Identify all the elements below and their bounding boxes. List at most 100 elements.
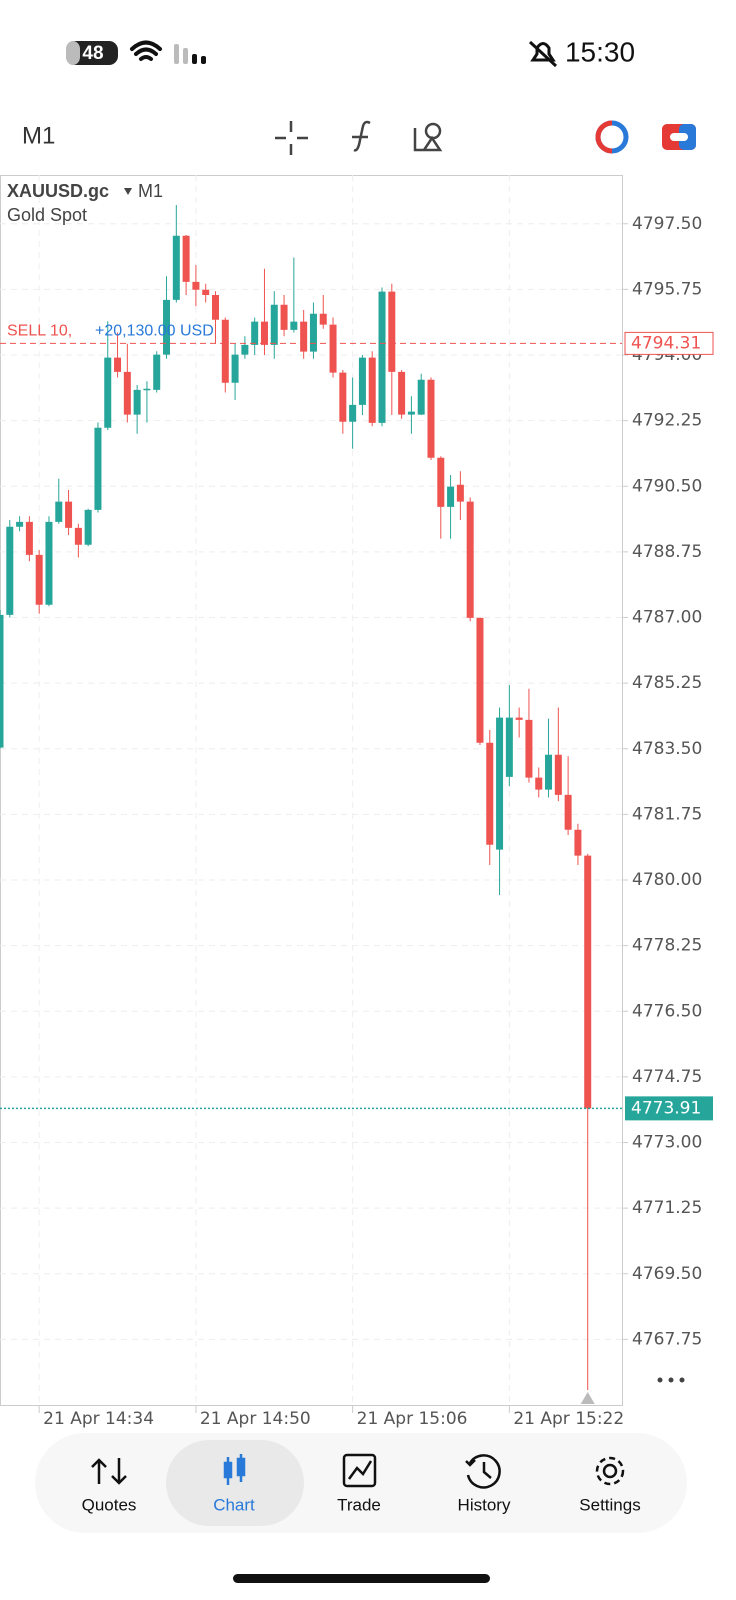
- candle-body: [231, 354, 239, 383]
- clock: 15:30: [565, 36, 635, 67]
- symbol[interactable]: XAUUSD.gc: [7, 181, 109, 201]
- candle-body: [574, 829, 582, 856]
- chart-icon[interactable]: [223, 1454, 246, 1485]
- candle-body: [280, 304, 288, 330]
- plot: [0, 175, 622, 1405]
- y-tick-label: 4774.75: [632, 1067, 702, 1087]
- candle-body: [16, 521, 24, 527]
- y-tick-label: 4773.00: [632, 1133, 702, 1153]
- candle-body: [104, 357, 112, 428]
- y-tick-label: 4781.75: [632, 804, 702, 824]
- candle-body: [6, 526, 14, 615]
- candle-body: [300, 321, 308, 352]
- nav-item[interactable]: Chart: [213, 1495, 255, 1514]
- home-indicator: [233, 1574, 490, 1583]
- order-profit: +20,130.00 USD: [95, 323, 214, 340]
- nav-item[interactable]: Trade: [337, 1495, 381, 1514]
- nav-item[interactable]: Settings: [579, 1495, 640, 1514]
- candle-body: [505, 717, 513, 777]
- y-tick-label: 4787.00: [632, 608, 702, 628]
- candle-body: [172, 235, 180, 300]
- candle-body: [358, 357, 366, 405]
- candle-body: [123, 371, 131, 415]
- y-tick-label: 4778.25: [632, 936, 702, 956]
- y-tick-label: 4785.25: [632, 673, 702, 693]
- candle-body: [65, 501, 73, 528]
- symbol-dropdown[interactable]: [124, 188, 132, 195]
- candle-body: [114, 357, 122, 372]
- symbol-description: Gold Spot: [7, 205, 87, 225]
- candle-body: [496, 717, 504, 850]
- y-tick-label: 4792.25: [632, 411, 702, 431]
- y-tick-label: 4795.75: [632, 279, 702, 299]
- candle-body: [260, 321, 268, 345]
- y-tick-label: 4783.50: [632, 739, 702, 759]
- candle-body: [182, 235, 190, 282]
- candle-body: [535, 777, 543, 790]
- current-price: 4773.91: [631, 1098, 701, 1118]
- candle-body: [55, 501, 63, 522]
- candle-body: [564, 794, 572, 830]
- y-tick-label: 4767.75: [632, 1329, 702, 1349]
- candle-body: [45, 521, 53, 605]
- candle-body: [211, 295, 219, 320]
- candle-body: [378, 291, 386, 423]
- price-box: [625, 1096, 713, 1121]
- nav-item[interactable]: History: [458, 1495, 511, 1514]
- candle-body: [349, 404, 357, 422]
- order-price: 4794.31: [631, 333, 701, 353]
- chart-timeframe: M1: [138, 181, 163, 201]
- last-bar-marker: [580, 1392, 595, 1404]
- order-side: SELL 10,: [7, 323, 72, 340]
- candle-body: [241, 344, 249, 355]
- candle-body: [584, 855, 592, 1109]
- settings-icon[interactable]: [595, 1456, 625, 1486]
- candle-body: [143, 388, 151, 391]
- candle-body: [94, 427, 102, 510]
- candle-body: [525, 719, 533, 778]
- wifi-icon: [130, 40, 162, 61]
- candle-body: [202, 289, 210, 295]
- plot-frame: [0, 175, 623, 1406]
- candle-body: [319, 313, 327, 325]
- indicator-tool[interactable]: [352, 120, 371, 152]
- y-tick-label: 4780.00: [632, 870, 702, 890]
- more-button[interactable]: [657, 1377, 685, 1383]
- candle-body: [437, 457, 445, 507]
- candle-body: [290, 321, 298, 330]
- candle-body: [84, 509, 92, 545]
- battery-level: 48: [82, 43, 103, 64]
- candle-body: [163, 299, 171, 355]
- timeframe-button[interactable]: M1: [22, 122, 55, 149]
- candle-body: [153, 354, 161, 390]
- trade-icon[interactable]: [342, 1453, 377, 1488]
- history-icon[interactable]: [465, 1454, 501, 1489]
- candle-body: [221, 319, 229, 383]
- one-click-icon[interactable]: [662, 124, 696, 150]
- candle-body: [0, 614, 4, 748]
- y-tick-label: 4769.50: [632, 1264, 702, 1284]
- nav-item[interactable]: Quotes: [82, 1495, 137, 1514]
- x-tick-label: 21 Apr 15:22: [513, 1409, 624, 1429]
- order-price-box: [624, 331, 714, 355]
- candle-body: [466, 501, 474, 618]
- candle-body: [447, 486, 455, 507]
- signal-icon: [174, 44, 206, 64]
- trade-signals-icon[interactable]: [595, 120, 629, 154]
- quotes-icon[interactable]: [91, 1458, 127, 1485]
- crosshair-tool[interactable]: [275, 121, 308, 155]
- x-tick-label: 21 Apr 14:34: [43, 1409, 154, 1429]
- candle-body: [515, 717, 523, 720]
- candle-body: [133, 389, 141, 415]
- silent-icon: [528, 40, 558, 68]
- objects-tool[interactable]: [413, 122, 443, 152]
- candle-body: [192, 281, 200, 290]
- candle-body: [25, 521, 33, 555]
- y-tick-label: 4771.25: [632, 1198, 702, 1218]
- candle-body: [388, 291, 396, 372]
- candle-body: [270, 304, 278, 345]
- candle-body: [486, 742, 494, 845]
- candle-body: [74, 527, 82, 545]
- candle-body: [407, 411, 415, 415]
